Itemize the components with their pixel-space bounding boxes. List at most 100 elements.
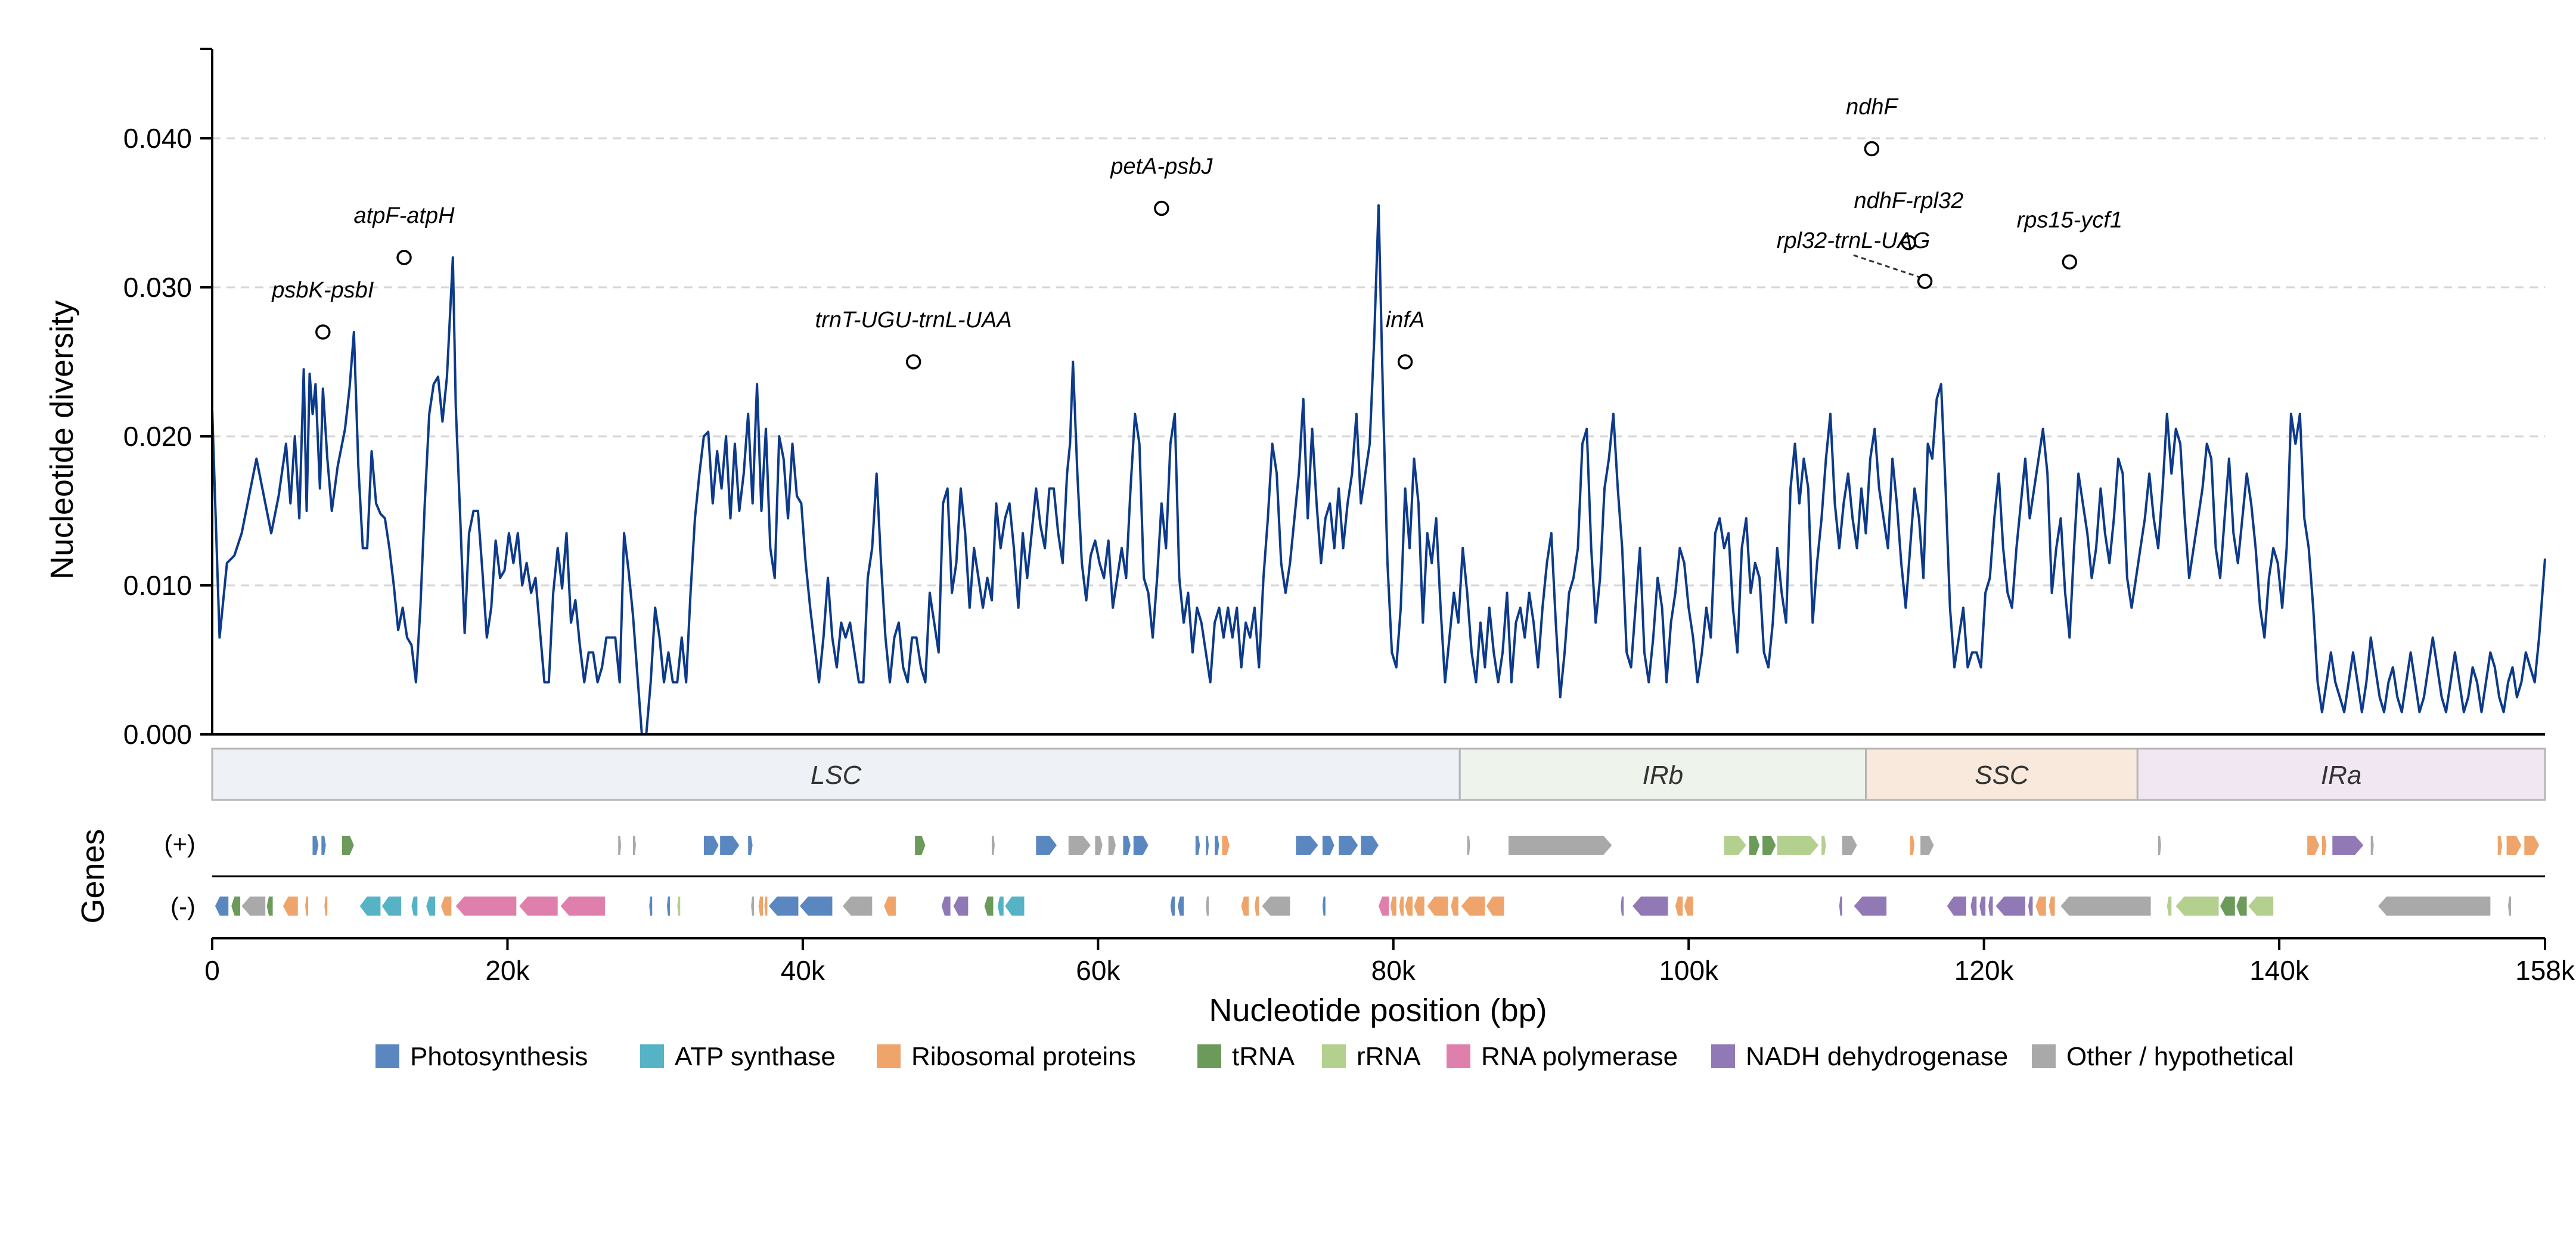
peak-marker [396,250,412,265]
gene-plus [1108,836,1116,855]
diversity-series [211,204,2546,736]
gene-minus [519,897,558,916]
gene-minus [1995,897,2026,916]
gene-minus [1178,897,1184,916]
peak-label: petA-psbJ [1110,154,1213,179]
gene-minus [649,897,653,916]
peak-label: psbK-psbI [271,278,374,303]
gene-plus [1821,836,1826,855]
x-tick-label: 140k [2249,955,2310,986]
gene-plus [1920,836,1934,855]
x-tick-label: 0 [204,955,220,986]
peak-label: ndhF-rpl32 [1854,188,1963,213]
gene-minus [1170,897,1175,916]
gene-minus [231,897,241,916]
legend-label-poly: RNA polymerase [1481,1042,1678,1071]
gene-minus [2378,897,2491,916]
gene-minus [1684,897,1693,916]
gene-minus [1241,897,1249,916]
gene-minus [359,897,381,916]
legend-swatch-nadh [1711,1044,1735,1068]
gene-minus [1675,897,1683,916]
gene-plus [321,836,326,855]
peak-marker [1864,141,1880,157]
gene-minus [440,897,452,916]
axes: 0.000 0.010 0.020 0.030 0.040 0 20k 40k 60k 80k 10… [123,48,2575,986]
gene-minus [215,897,229,916]
gene-plus [1123,836,1131,855]
gene-minus [1621,897,1624,916]
gene-minus [1322,897,1326,916]
gene-minus [426,897,436,916]
gene-plus [1749,836,1760,855]
gene-plus [1777,836,1819,855]
legend-label-rrna: rRNA [1357,1042,1421,1071]
gene-plus [1036,836,1057,855]
region-label: IRb [1643,761,1683,790]
gene-plus [633,836,636,855]
gene-plus [991,836,995,855]
plus-strand-label: (+) [165,830,196,858]
gene-plus [1842,836,1857,855]
gene-minus [984,897,994,916]
gene-minus [751,897,755,916]
peak-label: rps15-ycf1 [2017,208,2122,233]
gene-minus [2248,897,2274,916]
legend-label-other: Other / hypothetical [2066,1042,2294,1071]
gene-plus [1222,836,1230,855]
gene-minus [1262,897,1290,916]
gene-minus [241,897,266,916]
gene-minus [1414,897,1424,916]
y-tick-label: 0.010 [123,570,192,601]
gene-minus [455,897,517,916]
gene-plus [1361,836,1379,855]
gene-minus [324,897,328,916]
peak-marker [1397,354,1413,370]
legend-swatch-rrna [1322,1044,1346,1068]
legend-swatch-trna [1197,1044,1221,1068]
gene-plus [2370,836,2374,855]
gene-plus [1724,836,1746,855]
x-axis-title: Nucleotide position (bp) [1209,993,1547,1028]
gene-minus [768,897,799,916]
peak-label: trnT-UGU-trnL-UAA [815,308,1012,333]
gene-minus [764,897,768,916]
gene-plus [2307,836,2319,855]
gene-minus [1632,897,1668,916]
legend-swatch-other [2032,1044,2056,1068]
peak-label: rpl32-trnL-UAG [1777,228,1931,253]
region-ssc [1864,748,2139,801]
legend-label-nadh: NADH dehydrogenase [1746,1042,2008,1071]
x-tick-label: 80k [1371,955,1416,986]
region-label: LSC [811,761,862,790]
gene-minus [2035,897,2046,916]
annotation-leader [1853,254,1922,279]
peak-marker [1917,274,1933,289]
peak-label: infA [1386,308,1424,333]
minus-strand-label: (-) [170,892,195,920]
y-gridlines [212,137,2545,587]
peak-marker [2062,254,2078,270]
gene-plus [342,836,354,855]
gene-minus [2175,897,2219,916]
gene-minus [1854,897,1887,916]
gene-plus [1133,836,1149,855]
legend-label-ribo: Ribosomal proteins [911,1042,1136,1071]
region-label: SSC [1975,761,2029,790]
legend-swatch-photo [375,1044,399,1068]
legend-swatch-poly [1447,1044,1470,1068]
gene-minus [381,897,402,916]
legend-swatch-ribo [877,1044,901,1068]
gene-minus [677,897,681,916]
gene-track-title: Genes [75,829,111,923]
gene-plus [1322,836,1334,855]
gene-minus [758,897,764,916]
gene-plus [312,836,319,855]
gene-minus [1427,897,1448,916]
gene-plus [748,836,753,855]
gene-minus [1206,897,1209,916]
gene-plus [1508,836,1612,855]
gene-minus [2236,897,2247,916]
gene-minus [2060,897,2151,916]
gene-plus [703,836,719,855]
